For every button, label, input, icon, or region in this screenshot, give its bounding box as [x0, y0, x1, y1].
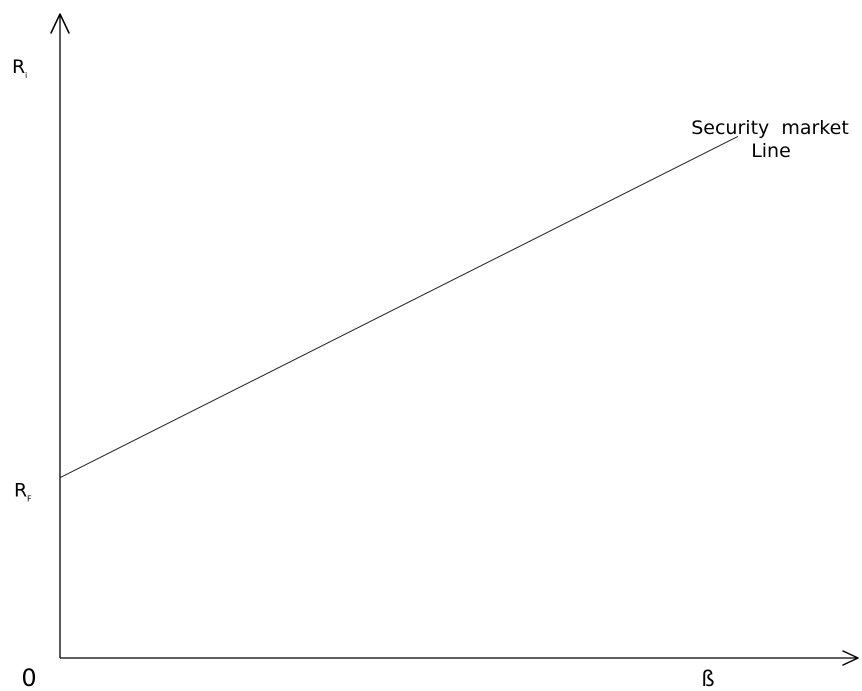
y-axis-label-subscript: i [25, 71, 27, 80]
series-label-line-1: Security market [691, 117, 849, 139]
risk-free-rate-label: R [14, 480, 27, 502]
y-axis-label: R [12, 56, 25, 78]
risk-free-rate-label-subscript: F [27, 495, 32, 504]
security-market-line [59, 135, 739, 479]
origin-label: 0 [21, 664, 36, 691]
x-axis-arrow-icon [842, 650, 859, 666]
y-axis-arrow-icon [50, 13, 70, 34]
x-axis-label: ß [701, 667, 714, 691]
series-label-line-2: Line [751, 140, 791, 162]
